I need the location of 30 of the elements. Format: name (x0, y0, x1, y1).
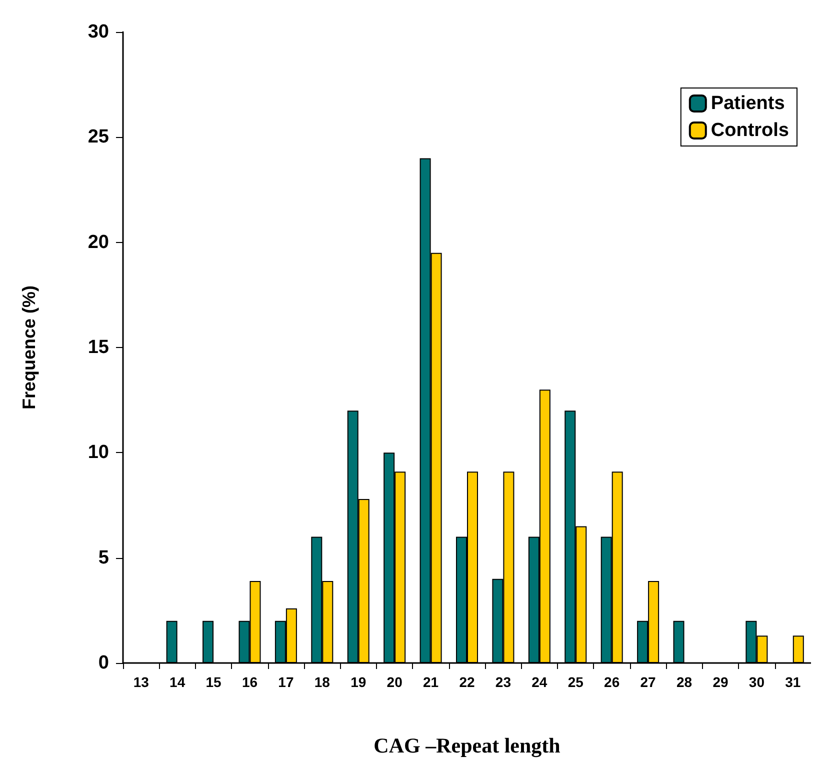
x-tick-label: 26 (604, 674, 620, 690)
x-tick-label: 25 (568, 674, 584, 690)
legend-label: Controls (710, 120, 790, 141)
x-tick-label: 20 (386, 674, 403, 690)
y-tick-label: 30 (88, 22, 109, 42)
legend-label: Patients (710, 93, 785, 114)
y-tick-label: 25 (88, 126, 110, 148)
x-tick-label: 28 (676, 674, 692, 690)
x-tick-label: 21 (423, 674, 439, 690)
x-tick-label: 19 (350, 674, 366, 690)
y-tick-label: 15 (88, 337, 110, 358)
y-tick-label: 0 (98, 652, 109, 674)
x-tick-label: 31 (785, 674, 801, 690)
x-tick-label: 16 (242, 674, 258, 690)
x-tick-label: 27 (640, 674, 656, 690)
x-tick-label: 29 (712, 674, 728, 690)
y-tick-label: 5 (98, 547, 110, 568)
x-axis-title: CAG –Repeat length (374, 734, 561, 758)
x-tick-label: 30 (748, 674, 765, 690)
y-axis-title: Frequence (%) (19, 285, 39, 410)
x-tick-label: 18 (314, 674, 330, 690)
x-tick-label: 23 (495, 674, 512, 690)
x-tick-label: 14 (170, 674, 186, 690)
x-tick-label: 15 (206, 674, 222, 690)
y-tick-label: 10 (88, 442, 109, 464)
y-tick-label: 20 (88, 232, 109, 253)
x-tick-label: 22 (459, 674, 475, 690)
x-tick-label: 13 (133, 674, 150, 690)
x-tick-label: 24 (532, 674, 548, 690)
x-tick-label: 17 (278, 674, 294, 690)
